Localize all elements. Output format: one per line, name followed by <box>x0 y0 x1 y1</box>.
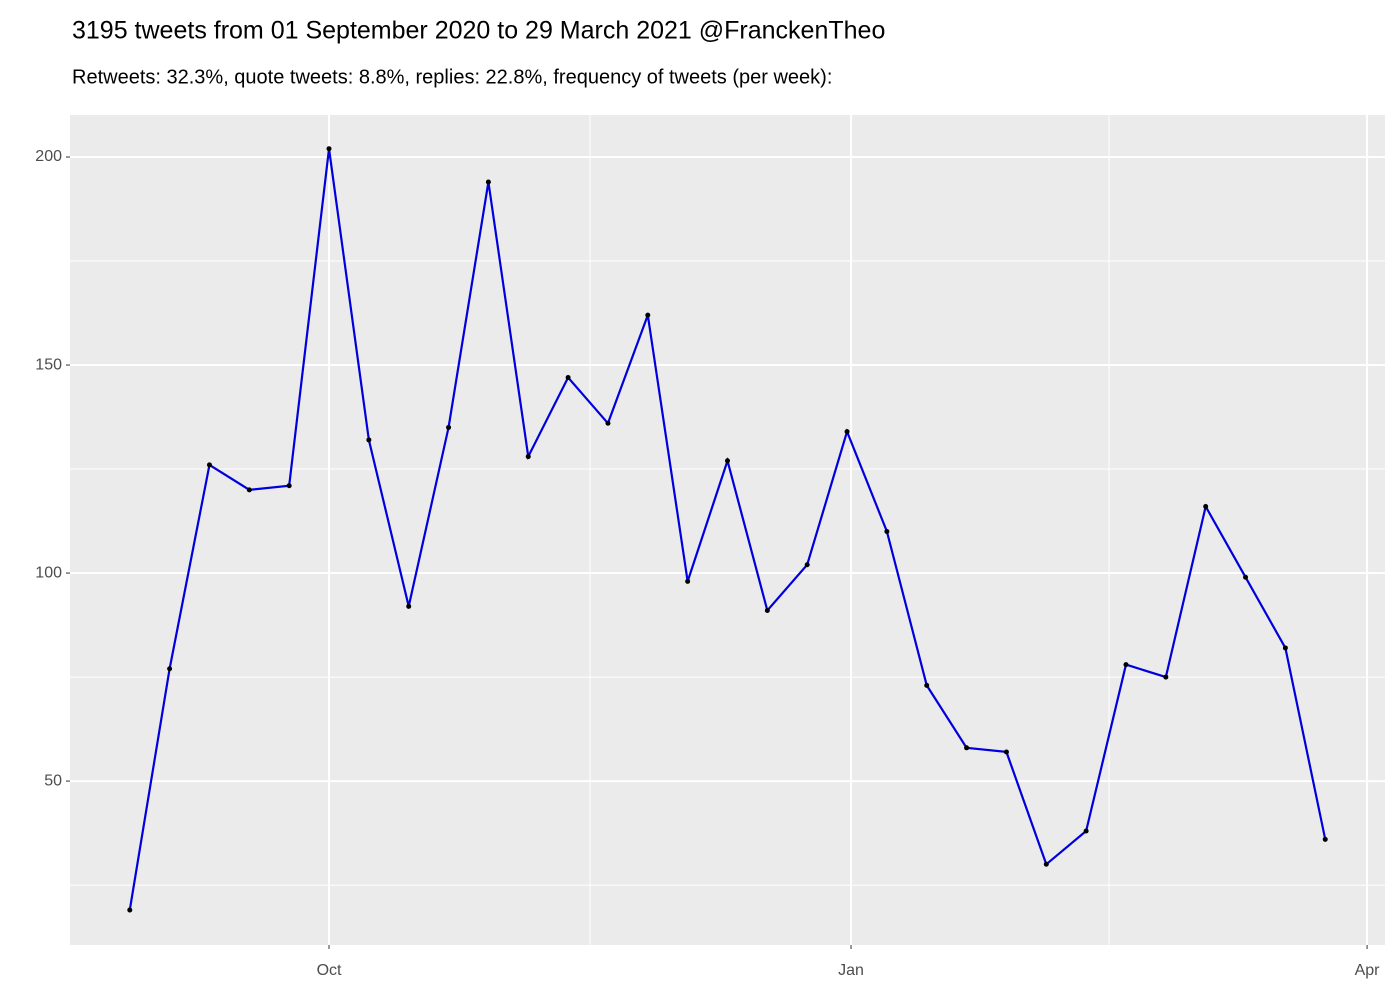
data-point <box>1282 645 1288 651</box>
chart-subtitle: Retweets: 32.3%, quote tweets: 8.8%, rep… <box>72 66 832 88</box>
data-point <box>764 608 770 614</box>
data-point <box>485 179 491 185</box>
data-point <box>1003 749 1009 755</box>
data-point <box>1043 861 1049 867</box>
data-point <box>725 458 730 464</box>
data-point <box>167 666 173 672</box>
data-point <box>685 578 691 584</box>
x-tick-label: Oct <box>317 962 342 979</box>
data-point <box>206 462 212 468</box>
data-point <box>565 375 571 381</box>
x-tick-label: Jan <box>838 962 864 979</box>
data-point <box>446 424 452 430</box>
data-point <box>127 907 133 913</box>
y-tick-label: 50 <box>44 772 62 789</box>
data-point <box>1322 836 1328 842</box>
data-point <box>1123 662 1129 668</box>
data-point <box>406 603 412 609</box>
data-point <box>645 312 651 318</box>
data-point <box>804 562 810 568</box>
y-tick-label: 100 <box>35 564 62 581</box>
data-point <box>366 437 372 443</box>
chart-title: 3195 tweets from 01 September 2020 to 29… <box>72 17 885 45</box>
data-point <box>964 745 970 751</box>
data-point <box>246 487 252 493</box>
y-tick-label: 200 <box>35 148 62 165</box>
x-tick-label: Apr <box>1355 962 1381 979</box>
data-point <box>884 528 890 534</box>
data-point <box>1083 828 1089 834</box>
data-point <box>1203 503 1209 509</box>
data-point <box>1243 574 1249 580</box>
data-point <box>286 483 292 489</box>
plot-panel <box>70 115 1385 945</box>
data-point <box>1163 674 1169 680</box>
data-point <box>924 682 930 688</box>
data-point <box>844 429 850 435</box>
data-point <box>326 146 332 152</box>
y-tick-label: 150 <box>35 356 62 373</box>
data-point <box>525 454 531 460</box>
data-point <box>605 420 611 426</box>
